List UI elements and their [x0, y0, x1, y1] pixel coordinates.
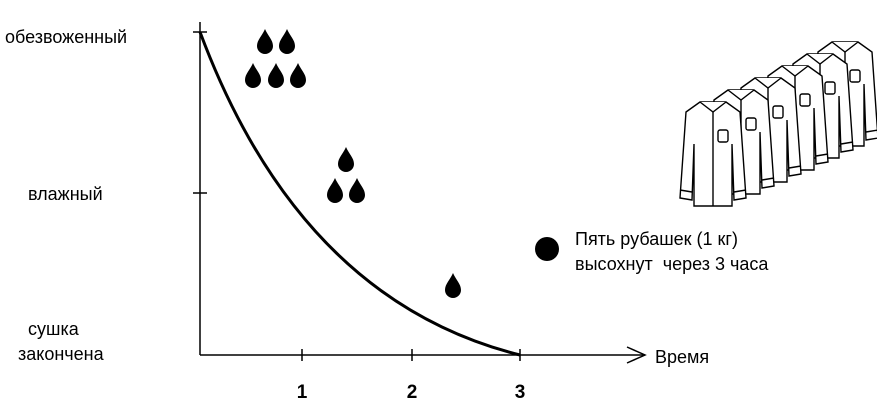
- shirts: [679, 41, 877, 207]
- axes: [193, 22, 647, 364]
- y-label: закончена: [18, 344, 105, 364]
- note-line: высохнут через 3 часа: [575, 254, 769, 274]
- y-label: обезвоженный: [5, 27, 127, 47]
- drops: [245, 29, 461, 298]
- x-tick-label: 1: [297, 382, 308, 403]
- note-line: Пять рубашек (1 кг): [575, 229, 738, 249]
- x-tick-label: 2: [407, 382, 418, 403]
- y-label: влажный: [28, 184, 103, 204]
- y-label: сушка: [28, 319, 80, 339]
- x-axis-label: Время: [655, 347, 709, 367]
- x-tick-label: 3: [515, 382, 526, 403]
- note-bullet: [535, 237, 559, 261]
- drying-curve: [198, 31, 521, 357]
